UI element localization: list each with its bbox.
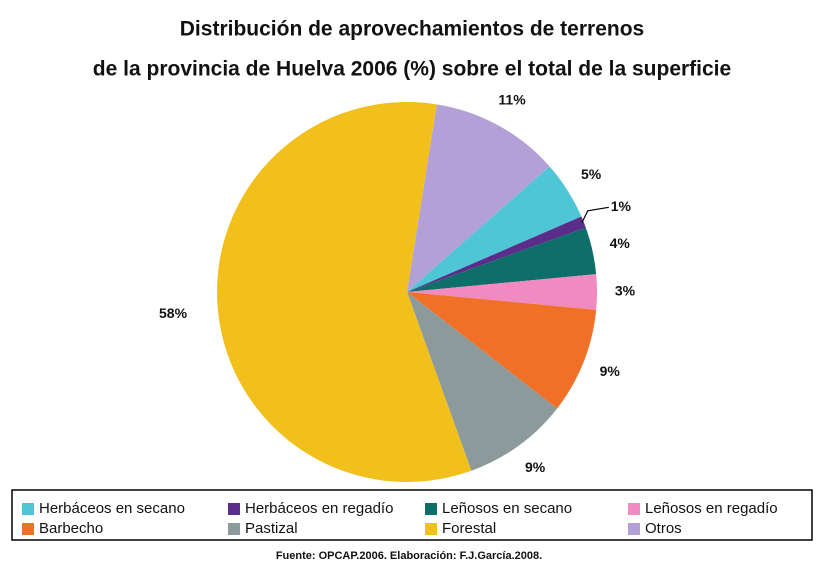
chart-title: Distribución de aprovechamientos de terr… <box>180 18 644 41</box>
pie-slice <box>407 274 598 310</box>
pie-slice <box>407 104 550 292</box>
legend-label: Pastizal <box>245 520 298 537</box>
data-label: 4% <box>610 235 631 251</box>
legend-label: Otros <box>645 520 682 537</box>
legend-label: Leñosos en regadío <box>645 500 778 517</box>
pie-slice <box>407 166 582 292</box>
legend-swatch <box>425 523 437 535</box>
data-label: 11% <box>498 92 526 108</box>
pie-slice <box>407 292 558 471</box>
legend-swatch <box>425 503 437 515</box>
pie-slice <box>407 216 586 292</box>
data-label: 3% <box>615 283 636 299</box>
legend-box <box>11 489 813 541</box>
data-label: 9% <box>600 363 621 379</box>
data-label: 9% <box>525 459 546 475</box>
leader-line <box>581 206 609 224</box>
data-label: 5% <box>581 166 602 182</box>
legend-swatch <box>228 503 240 515</box>
chart-title: de la provincia de Huelva 2006 (%) sobre… <box>93 58 731 81</box>
legend-swatch <box>22 523 34 535</box>
legend-label: Herbáceos en regadío <box>245 500 393 517</box>
legend-label: Leñosos en secano <box>442 500 572 517</box>
legend-swatch <box>628 523 640 535</box>
legend-label: Forestal <box>442 520 496 537</box>
pie-slice <box>216 102 472 483</box>
pie-slice <box>407 227 597 292</box>
legend-label: Barbecho <box>39 520 103 537</box>
data-label: 1% <box>611 198 632 214</box>
legend-swatch <box>628 503 640 515</box>
source: Fuente: OPCAP.2006. Elaboración: F.J.Gar… <box>276 550 542 562</box>
legend-swatch <box>228 523 240 535</box>
pie-slice <box>407 292 597 409</box>
data-label: 58% <box>159 305 188 321</box>
legend-label: Herbáceos en secano <box>39 500 185 517</box>
legend-swatch <box>22 503 34 515</box>
